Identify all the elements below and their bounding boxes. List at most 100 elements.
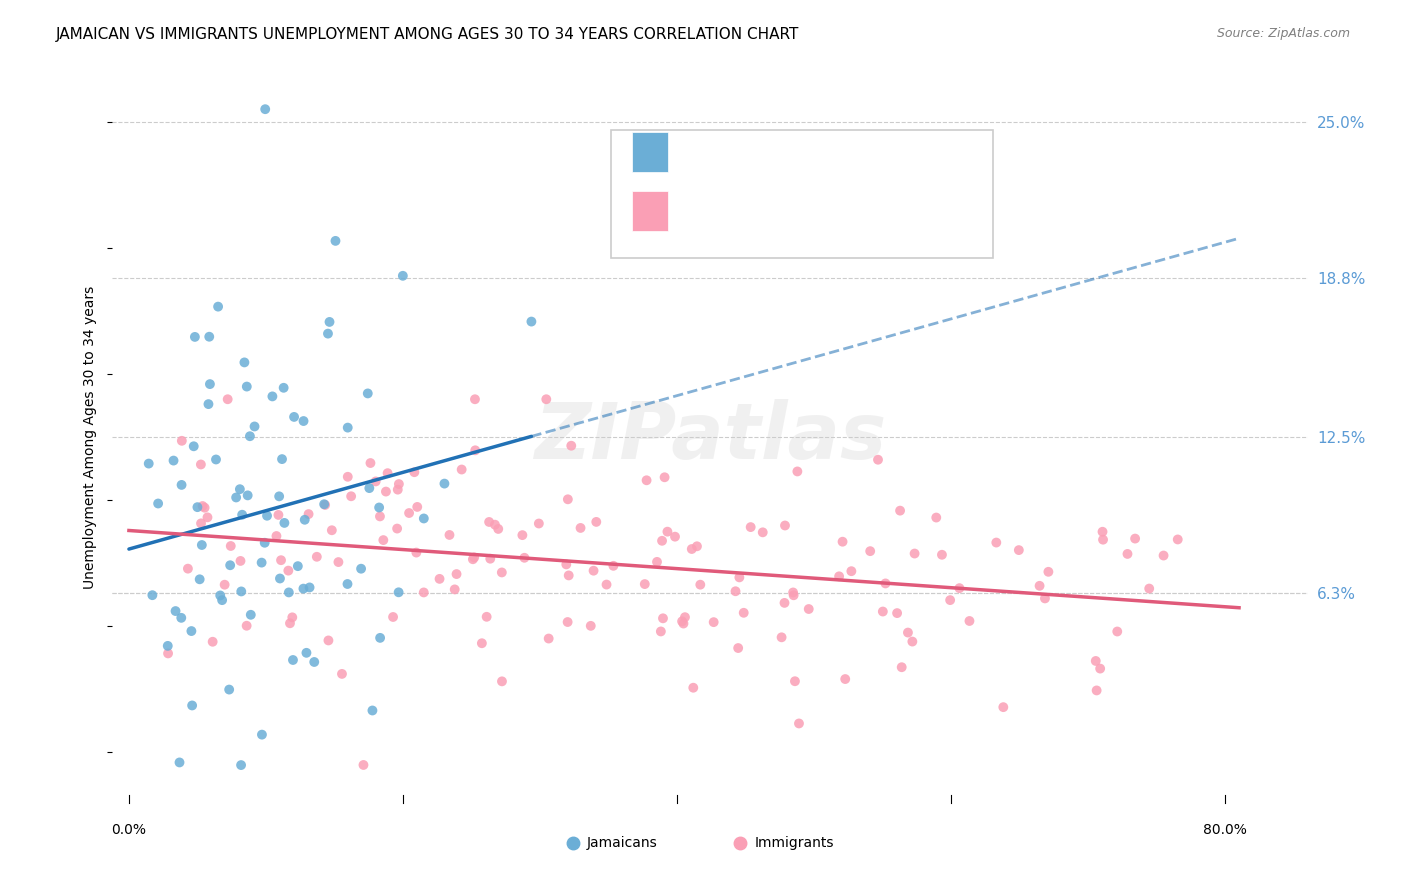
Immigrants [595,577,617,591]
Immigrants [797,602,820,616]
Jamaicans [361,704,384,718]
Immigrants [217,392,239,407]
Immigrants [191,499,214,513]
Immigrants [219,539,242,553]
Immigrants [270,553,292,567]
Jamaicans [146,496,169,510]
Immigrants [993,700,1015,714]
Jamaicans [156,639,179,653]
Immigrants [235,619,257,633]
Immigrants [782,585,804,599]
Text: R =   0.201   N =   74: R = 0.201 N = 74 [678,143,872,161]
Immigrants [986,535,1008,549]
Immigrants [770,630,793,644]
Immigrants [385,522,408,536]
Jamaicans [316,326,339,341]
Jamaicans [211,593,233,607]
Immigrants [321,523,343,537]
Immigrants [429,572,451,586]
Jamaicans [205,452,228,467]
Jamaicans [229,482,252,496]
Jamaicans [180,624,202,638]
Immigrants [278,616,301,631]
Jamaicans [412,511,434,525]
Immigrants [1092,533,1115,547]
Immigrants [267,508,290,522]
Immigrants [214,577,236,591]
Immigrants [461,552,484,566]
Immigrants [368,509,391,524]
Jamaicans [239,429,262,443]
Immigrants [330,667,353,681]
Jamaicans [433,476,456,491]
Jamaicans [254,102,277,116]
Text: Immigrants: Immigrants [754,836,834,850]
Immigrants [157,647,180,661]
Immigrants [672,616,695,631]
Immigrants [787,716,810,731]
FancyBboxPatch shape [610,130,993,258]
Immigrants [443,582,465,597]
Immigrants [340,489,363,503]
Immigrants [557,492,579,507]
Immigrants [266,529,288,543]
Immigrants [463,550,485,565]
Immigrants [682,681,704,695]
Jamaicans [271,452,294,467]
Immigrants [527,516,550,531]
Immigrants [1038,565,1060,579]
Jamaicans [170,611,193,625]
Immigrants [1107,624,1129,639]
Jamaicans [162,453,184,467]
Immigrants [1137,582,1160,596]
Jamaicans [197,397,219,411]
Jamaicans [294,513,316,527]
Immigrants [773,596,796,610]
Jamaicans [188,572,211,586]
Immigrants [931,548,953,562]
Immigrants [1091,524,1114,539]
Immigrants [373,533,395,547]
Immigrants [446,567,468,582]
Immigrants [328,555,350,569]
Immigrants [948,581,970,595]
Immigrants [783,674,806,689]
Immigrants [1167,533,1189,547]
Jamaicans [207,300,229,314]
Jamaicans [250,728,273,742]
Text: 0.0%: 0.0% [111,823,146,837]
Immigrants [925,510,948,524]
Immigrants [318,633,340,648]
Immigrants [786,465,808,479]
Jamaicans [250,556,273,570]
Immigrants [513,550,536,565]
Immigrants [450,462,472,476]
Immigrants [479,551,502,566]
Immigrants [484,517,506,532]
Jamaicans [357,386,380,401]
Jamaicans [368,631,391,645]
Immigrants [364,475,387,489]
Jamaicans [184,330,207,344]
Immigrants [872,605,894,619]
Jamaicans [269,489,291,503]
Immigrants [1123,532,1146,546]
Immigrants [733,606,755,620]
Immigrants [194,500,217,515]
Immigrants [645,555,668,569]
Jamaicans [218,682,240,697]
Jamaicans [239,607,262,622]
Immigrants [486,522,509,536]
Jamaicans [281,653,304,667]
Immigrants [537,632,560,646]
Immigrants [959,614,981,628]
Immigrants [405,545,427,559]
Jamaicans [229,758,252,772]
Immigrants [560,439,582,453]
Immigrants [657,524,679,539]
Immigrants [412,585,434,599]
Immigrants [491,566,513,580]
Immigrants [464,443,486,458]
Jamaicans [350,562,373,576]
Immigrants [359,456,381,470]
